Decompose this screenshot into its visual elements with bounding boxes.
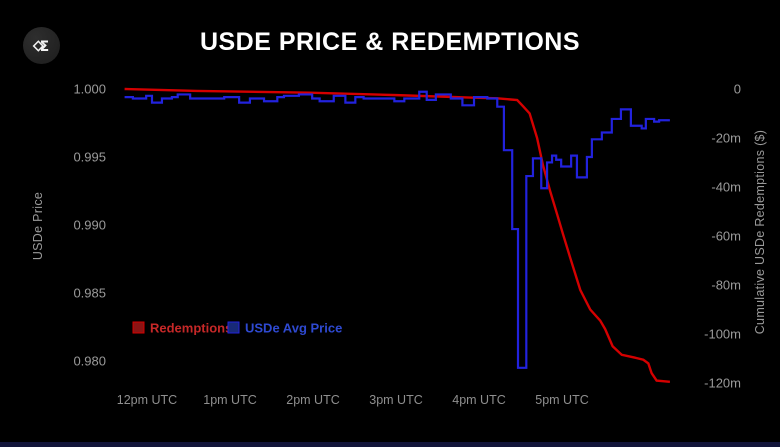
chart-legend: Redemptions USDe Avg Price (132, 321, 342, 336)
tick-label: 2pm UTC (286, 393, 339, 407)
y-left-tick-labels: 1.000 0.995 0.990 0.985 0.980 (73, 82, 106, 369)
tick-label: 0 (734, 82, 741, 97)
series-line-redemptions (124, 87, 671, 383)
page-title: USDE PRICE & REDEMPTIONS (199, 28, 581, 56)
tick-label: 0.990 (73, 218, 106, 233)
tick-label: 0.980 (73, 354, 106, 369)
tick-label: -100m (704, 327, 741, 342)
tick-label: 0.995 (73, 150, 106, 165)
legend-label-usde-avg-price: USDe Avg Price (245, 321, 342, 336)
y-left-axis-title: USDe Price (31, 192, 45, 260)
tick-label: 1pm UTC (203, 393, 256, 407)
y-right-tick-labels: 0 -20m -40m -60m -80m -100m -120m (704, 82, 741, 391)
legend-item-redemptions[interactable]: Redemptions (132, 321, 232, 336)
bottom-bar (0, 442, 780, 447)
tick-label: 5pm UTC (535, 393, 588, 407)
sigma-diamond-icon: Σ (32, 38, 49, 54)
legend-item-usde-avg-price[interactable]: USDe Avg Price (227, 321, 342, 336)
legend-label-redemptions: Redemptions (150, 321, 232, 336)
x-axis-tick-labels: 12pm UTC 1pm UTC 2pm UTC 3pm UTC 4pm UTC 5pm … (117, 393, 589, 407)
tick-label: -80m (711, 278, 741, 293)
tick-label: 3pm UTC (369, 393, 422, 407)
ethena-logo[interactable]: Σ (23, 27, 60, 64)
redemptions-swatch-icon (132, 321, 145, 334)
usde-avg-price-swatch-icon (227, 321, 240, 334)
tick-label: -40m (711, 180, 741, 195)
tick-label: 1.000 (73, 82, 106, 97)
svg-text:Σ: Σ (39, 38, 48, 54)
chart-series-lines (124, 87, 671, 383)
tick-label: -60m (711, 229, 741, 244)
tick-label: -20m (711, 131, 741, 146)
y-right-axis-title: Cumulative USDe Redemptions ($) (753, 130, 767, 335)
tick-label: -120m (704, 376, 741, 391)
tick-label: 12pm UTC (117, 393, 177, 407)
tick-label: 0.985 (73, 286, 106, 301)
tick-label: 4pm UTC (452, 393, 505, 407)
series-line-usde-avg-price (124, 90, 670, 369)
